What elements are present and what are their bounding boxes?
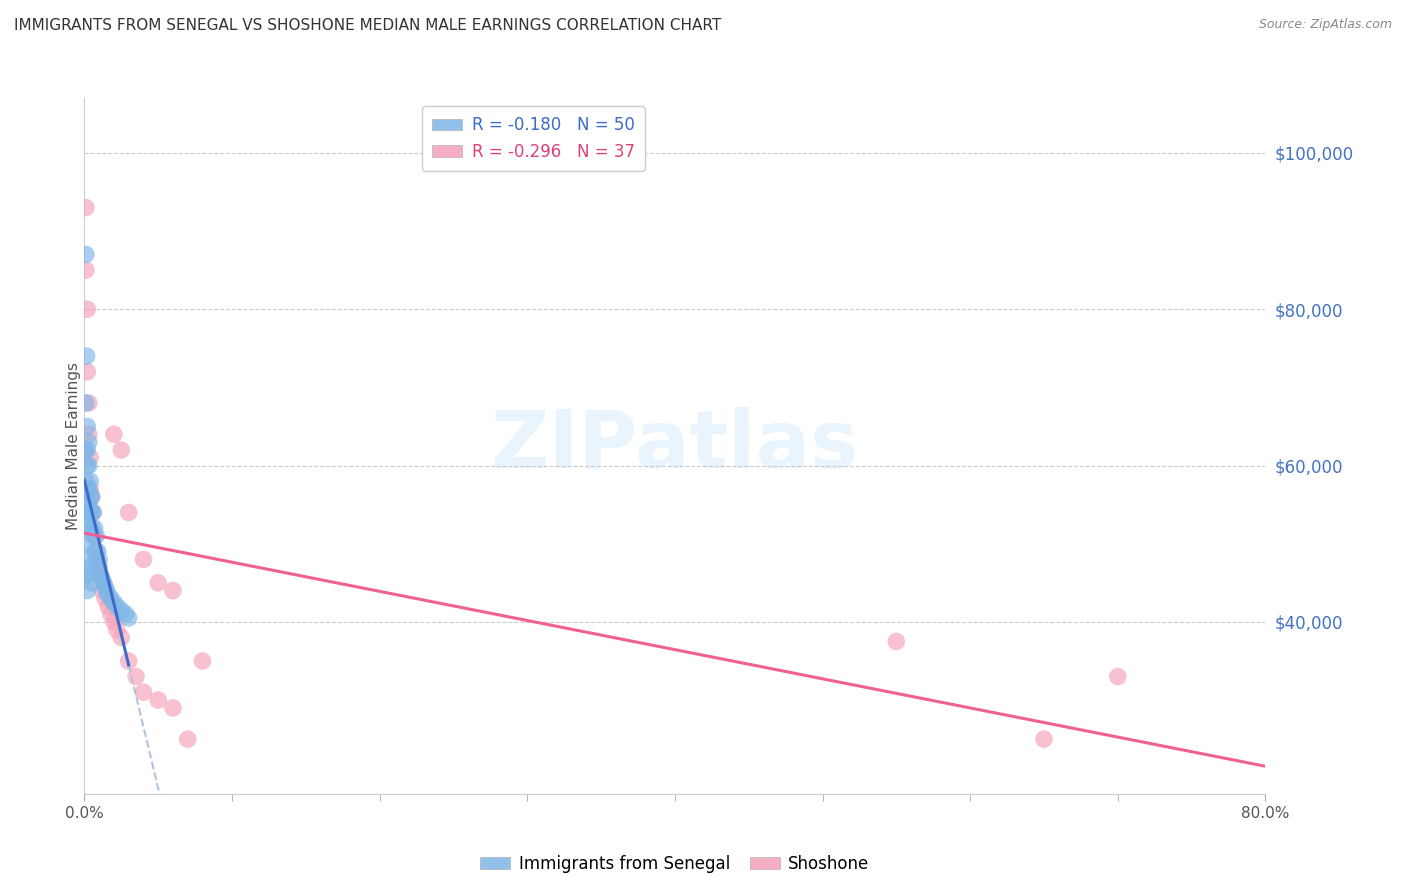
Point [83,544,105,558]
Point [162,701,184,715]
Point [77,435,100,450]
Point [86,560,108,574]
Point [118,505,141,519]
Point [1107,670,1129,684]
Point [80,490,103,504]
Point [75,201,97,215]
Point [75,247,97,261]
Point [79,521,101,535]
Point [77,458,100,473]
Point [93,575,115,590]
Point [91,572,114,586]
Point [100,607,122,621]
Point [132,552,155,566]
Point [118,654,141,668]
Point [110,631,132,645]
Point [75,442,97,457]
Point [77,513,100,527]
Point [148,693,170,707]
Point [84,544,107,558]
Point [97,588,120,602]
Point [77,427,100,442]
Point [89,560,111,574]
Point [97,599,120,614]
Point [80,575,103,590]
Point [89,568,111,582]
Point [79,505,101,519]
Point [148,575,170,590]
Point [83,529,105,543]
Point [114,607,136,621]
Point [100,591,122,606]
Legend: R = -0.180   N = 50, R = -0.296   N = 37: R = -0.180 N = 50, R = -0.296 N = 37 [422,106,645,170]
Point [125,670,148,684]
Point [79,450,101,465]
Point [83,521,105,535]
Point [77,498,100,512]
Point [76,442,98,457]
Point [75,537,97,551]
Point [76,419,98,434]
Point [75,396,97,410]
Point [103,427,125,442]
Point [80,521,103,535]
Point [177,732,200,747]
Point [76,349,98,363]
Point [103,595,125,609]
Point [76,365,98,379]
Point [110,442,132,457]
Text: IMMIGRANTS FROM SENEGAL VS SHOSHONE MEDIAN MALE EARNINGS CORRELATION CHART: IMMIGRANTS FROM SENEGAL VS SHOSHONE MEDI… [14,18,721,33]
Point [90,568,112,582]
Point [105,599,128,614]
Point [89,552,111,566]
Point [76,458,98,473]
Point [77,482,100,496]
Point [886,634,908,648]
Point [110,603,132,617]
Point [96,583,118,598]
Point [79,568,101,582]
Point [77,396,100,410]
Point [75,263,97,277]
Point [94,580,117,594]
Point [91,583,114,598]
Point [86,544,108,558]
Point [75,474,97,488]
Point [82,529,104,543]
Point [118,611,141,625]
Point [132,685,155,699]
Point [75,568,97,582]
Point [80,505,103,519]
Y-axis label: Median Male Earnings: Median Male Earnings [66,362,80,530]
Point [77,560,100,574]
Point [76,482,98,496]
Point [94,591,117,606]
Point [76,505,98,519]
Point [79,490,101,504]
Legend: Immigrants from Senegal, Shoshone: Immigrants from Senegal, Shoshone [474,848,876,880]
Text: ZIPatlas: ZIPatlas [491,407,859,485]
Point [79,474,101,488]
Point [76,583,98,598]
Point [76,552,98,566]
Point [84,529,107,543]
Point [103,615,125,629]
Point [1032,732,1054,747]
Point [84,552,107,566]
Point [82,505,104,519]
Point [162,583,184,598]
Text: Source: ZipAtlas.com: Source: ZipAtlas.com [1258,18,1392,31]
Point [191,654,214,668]
Point [80,490,103,504]
Point [82,505,104,519]
Point [79,482,101,496]
Point [105,623,128,637]
Point [76,302,98,317]
